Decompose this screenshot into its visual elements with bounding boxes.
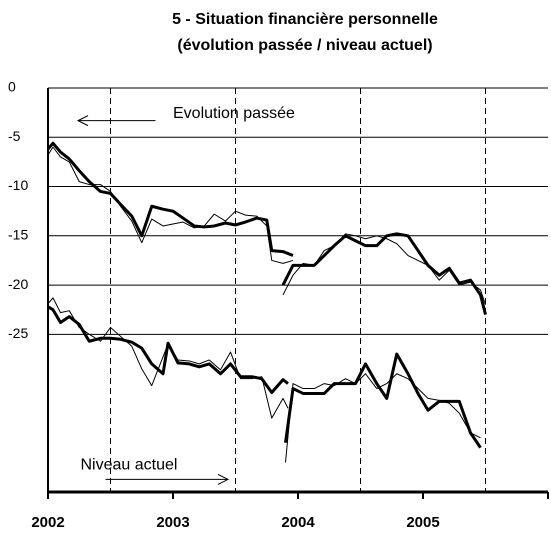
chart-title: 5 - Situation financière personnelle: [172, 11, 438, 28]
series-line: [46, 141, 294, 257]
series-line: [47, 297, 289, 419]
y-tick-label: -20: [8, 276, 28, 292]
arrow-head: [217, 473, 230, 485]
y-tick-label: -15: [8, 227, 28, 243]
series-line: [47, 305, 289, 394]
x-tick-label: 2002: [31, 514, 64, 531]
y-tick-label: -25: [8, 325, 28, 341]
arrow-head: [76, 115, 89, 127]
series-line: [284, 352, 482, 449]
series-line: [285, 373, 481, 463]
x-tick-label: 2003: [156, 514, 189, 531]
y-tick-label: -5: [8, 128, 21, 144]
annotation: Niveau actuel: [81, 457, 178, 474]
x-tick-label: 2004: [281, 514, 315, 531]
series-line: [281, 232, 487, 316]
chart-subtitle: (évolution passée / niveau actuel): [177, 37, 432, 54]
series-line: [282, 233, 486, 305]
x-tick-label: 2005: [406, 514, 439, 531]
y-tick-label: -10: [8, 177, 28, 193]
y-tick-label: 0: [8, 79, 16, 95]
series-line: [47, 146, 294, 264]
annotation: Evolution passée: [173, 105, 295, 122]
